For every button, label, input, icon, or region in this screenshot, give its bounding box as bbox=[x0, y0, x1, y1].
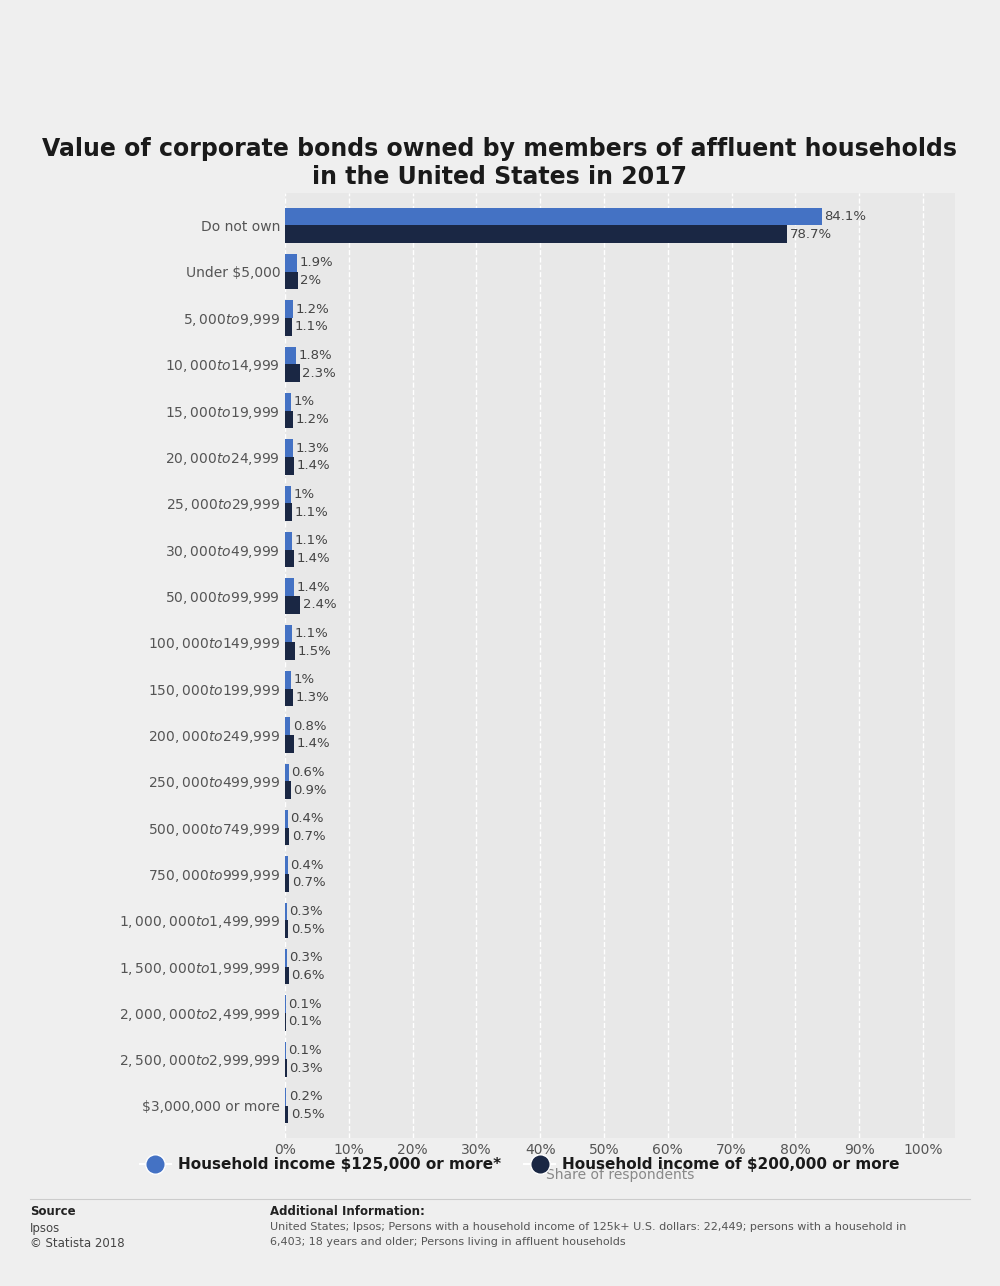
Text: 1%: 1% bbox=[294, 674, 315, 687]
Bar bbox=[285, 457, 294, 475]
Text: 1.2%: 1.2% bbox=[295, 413, 329, 426]
Bar bbox=[285, 364, 300, 382]
Text: Ipsos: Ipsos bbox=[30, 1222, 60, 1235]
Bar bbox=[285, 318, 292, 336]
Bar bbox=[285, 828, 289, 845]
Text: 84.1%: 84.1% bbox=[824, 210, 866, 222]
Bar bbox=[285, 255, 297, 271]
Text: Source: Source bbox=[30, 1205, 76, 1218]
Text: 1.1%: 1.1% bbox=[295, 320, 328, 333]
Bar bbox=[285, 856, 288, 874]
Text: 78.7%: 78.7% bbox=[790, 228, 832, 240]
Bar bbox=[285, 736, 294, 752]
Bar bbox=[285, 921, 288, 937]
Bar bbox=[285, 410, 293, 428]
Bar bbox=[285, 810, 288, 828]
Bar bbox=[285, 595, 300, 613]
Text: 1.9%: 1.9% bbox=[300, 256, 333, 269]
Text: 0.3%: 0.3% bbox=[289, 1062, 323, 1075]
Text: 0.5%: 0.5% bbox=[291, 922, 324, 936]
Bar bbox=[285, 394, 291, 410]
Text: 1.4%: 1.4% bbox=[296, 552, 330, 565]
Bar bbox=[285, 225, 787, 243]
Text: United States; Ipsos; Persons with a household income of 125k+ U.S. dollars: 22,: United States; Ipsos; Persons with a hou… bbox=[270, 1222, 906, 1232]
Text: 1%: 1% bbox=[294, 487, 315, 502]
Bar bbox=[285, 782, 291, 799]
Bar bbox=[285, 967, 289, 984]
Text: 1.3%: 1.3% bbox=[296, 691, 330, 703]
Bar bbox=[285, 671, 291, 689]
Bar bbox=[285, 549, 294, 567]
Text: 1.5%: 1.5% bbox=[297, 644, 331, 657]
Legend: Household income $125,000 or more*, Household income of $200,000 or more: Household income $125,000 or more*, Hous… bbox=[134, 1151, 906, 1178]
Text: 0.4%: 0.4% bbox=[290, 859, 324, 872]
Text: Additional Information:: Additional Information: bbox=[270, 1205, 425, 1218]
Bar bbox=[285, 301, 293, 318]
Text: 0.3%: 0.3% bbox=[289, 952, 323, 964]
Bar bbox=[285, 874, 289, 891]
Bar bbox=[285, 689, 293, 706]
Text: 0.4%: 0.4% bbox=[290, 813, 324, 826]
Text: 0.7%: 0.7% bbox=[292, 876, 326, 890]
Bar bbox=[285, 949, 287, 967]
Bar bbox=[285, 532, 292, 549]
Bar bbox=[285, 1106, 288, 1123]
Text: 0.6%: 0.6% bbox=[291, 766, 325, 779]
Text: 2.4%: 2.4% bbox=[303, 598, 336, 611]
Text: 0.1%: 0.1% bbox=[288, 1044, 322, 1057]
X-axis label: Share of respondents: Share of respondents bbox=[546, 1168, 694, 1182]
Text: 1.2%: 1.2% bbox=[295, 302, 329, 315]
Text: 1.1%: 1.1% bbox=[295, 628, 328, 640]
Bar bbox=[285, 503, 292, 521]
Bar bbox=[285, 1060, 287, 1076]
Text: 1.4%: 1.4% bbox=[296, 459, 330, 472]
Text: 0.3%: 0.3% bbox=[289, 905, 323, 918]
Text: 1.1%: 1.1% bbox=[295, 505, 328, 518]
Bar bbox=[285, 903, 287, 921]
Text: 0.7%: 0.7% bbox=[292, 829, 326, 844]
Bar bbox=[285, 642, 295, 660]
Text: 1.3%: 1.3% bbox=[296, 441, 330, 455]
Text: 2%: 2% bbox=[300, 274, 321, 287]
Text: 2.3%: 2.3% bbox=[302, 367, 336, 379]
Text: © Statista 2018: © Statista 2018 bbox=[30, 1237, 125, 1250]
Text: 0.8%: 0.8% bbox=[293, 720, 326, 733]
Bar bbox=[285, 579, 294, 595]
Bar bbox=[285, 764, 289, 782]
Text: 1.4%: 1.4% bbox=[296, 737, 330, 750]
Text: 0.1%: 0.1% bbox=[288, 1016, 322, 1029]
Text: 1.8%: 1.8% bbox=[299, 349, 333, 363]
Text: 6,403; 18 years and older; Persons living in affluent households: 6,403; 18 years and older; Persons livin… bbox=[270, 1237, 626, 1247]
Bar bbox=[285, 718, 290, 736]
Text: 0.6%: 0.6% bbox=[291, 968, 325, 983]
Text: Value of corporate bonds owned by members of affluent households
in the United S: Value of corporate bonds owned by member… bbox=[42, 138, 958, 189]
Text: 1.1%: 1.1% bbox=[295, 535, 328, 548]
Text: 0.2%: 0.2% bbox=[289, 1091, 322, 1103]
Text: 0.5%: 0.5% bbox=[291, 1109, 324, 1121]
Bar bbox=[285, 486, 291, 503]
Bar bbox=[285, 625, 292, 642]
Bar bbox=[285, 347, 296, 364]
Text: 0.9%: 0.9% bbox=[293, 783, 327, 796]
Bar bbox=[285, 440, 293, 457]
Bar bbox=[285, 1088, 286, 1106]
Text: 1%: 1% bbox=[294, 395, 315, 409]
Bar bbox=[285, 271, 298, 289]
Bar bbox=[285, 208, 822, 225]
Text: 0.1%: 0.1% bbox=[288, 998, 322, 1011]
Text: 1.4%: 1.4% bbox=[296, 581, 330, 594]
